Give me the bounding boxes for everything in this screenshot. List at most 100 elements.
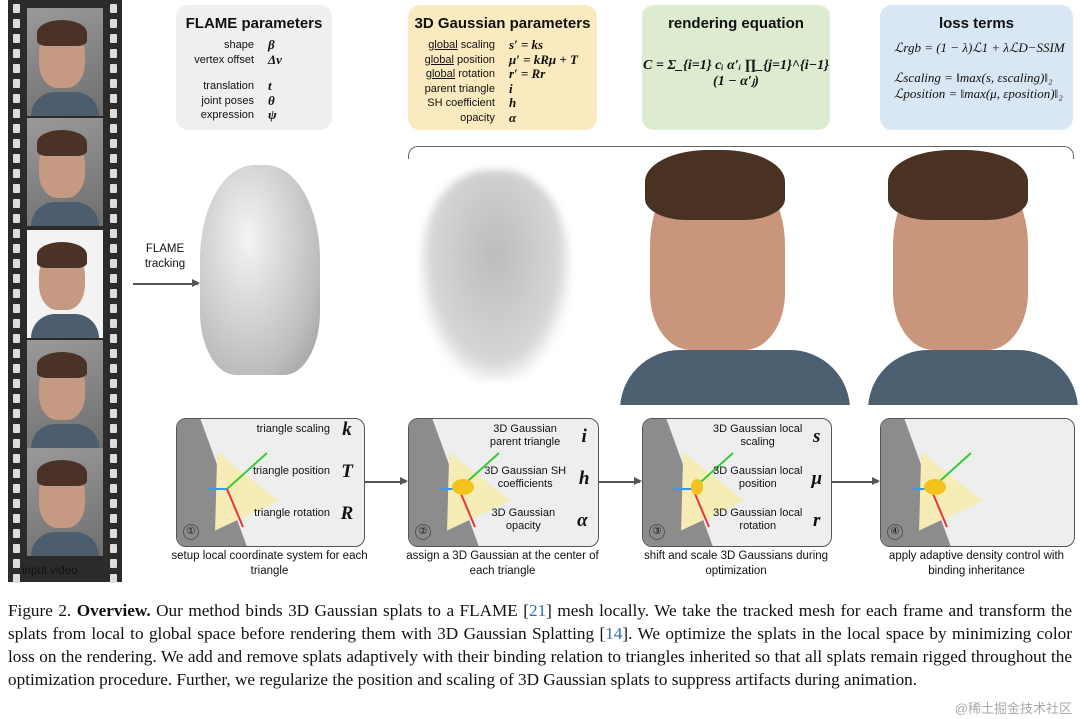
film-sprocket-hole — [110, 469, 117, 478]
axes-icon — [913, 452, 972, 528]
param-symbol: k — [342, 419, 352, 440]
step-number: ② — [415, 524, 431, 540]
film-sprocket-hole — [13, 184, 20, 193]
flame-param-row: joint poses θ — [176, 92, 332, 109]
film-sprocket-hole — [110, 364, 117, 373]
film-sprocket-hole — [110, 574, 117, 583]
film-sprocket-hole — [13, 514, 20, 523]
film-sprocket-hole — [110, 124, 117, 133]
loss-position: ℒposition = ‖max(μ, εposition)‖₂ — [894, 86, 1063, 101]
param-symbol: μ′ = kRμ + T — [508, 51, 578, 67]
panel-param: triangle position T — [246, 461, 356, 482]
param-global: global — [428, 39, 458, 51]
gaussian-param-row: global position μ′ = kRμ + T — [408, 51, 597, 68]
gaussian-initialization-image — [420, 170, 570, 380]
film-sprocket-hole — [13, 289, 20, 298]
film-sprocket-hole — [13, 244, 20, 253]
param-symbol: s — [812, 425, 821, 447]
film-sprocket-hole — [110, 409, 117, 418]
panel-arrow-3 — [832, 478, 880, 484]
param-label: rotation — [455, 68, 495, 80]
loss-rgb: ℒrgb = (1 − λ)ℒ1 + λℒD−SSIM — [894, 40, 1065, 55]
rendered-head-image-2 — [868, 150, 1078, 405]
param-label: scaling — [457, 39, 495, 51]
panel-param: 3D Gaussian local scaling s — [713, 423, 823, 449]
flame-mesh-image — [200, 165, 320, 375]
param-label: 3D Gaussian local position — [713, 465, 803, 490]
param-label: position — [453, 53, 495, 66]
film-sprocket-hole — [13, 94, 20, 103]
param-label: 3D Gaussian local rotation — [713, 507, 803, 532]
figure-number: Figure 2. — [8, 601, 77, 620]
film-sprocket-hole — [110, 154, 117, 163]
citation-link[interactable]: 21 — [528, 601, 547, 620]
film-sprocket-hole — [13, 544, 20, 553]
film-sprocket-hole — [13, 559, 20, 568]
citation-link[interactable]: 14 — [605, 624, 623, 643]
gaussian-param-row: global rotation r′ = Rr — [408, 66, 597, 82]
param-symbol: h — [508, 95, 517, 110]
rendering-equation: C = Σ_{i=1} cᵢ α′ᵢ ∏_{j=1}^{i−1} (1 − α′… — [643, 58, 829, 89]
film-sprocket-hole — [110, 259, 117, 268]
param-symbol: T — [341, 461, 353, 482]
gaussian-param-row: opacity α — [408, 110, 597, 126]
param-label: 3D Gaussian opacity — [491, 507, 556, 532]
gaussian-parameters-box: 3D Gaussian parameters global scaling s′ … — [408, 5, 597, 130]
film-sprocket-hole — [110, 184, 117, 193]
film-sprocket-hole — [110, 424, 117, 433]
panel-param: triangle rotation R — [246, 504, 356, 523]
film-sprocket-hole — [110, 484, 117, 493]
film-sprocket-hole — [110, 319, 117, 328]
film-sprocket-hole — [110, 289, 117, 298]
local-coordinate-panel-4: ④ — [880, 418, 1075, 547]
param-symbol: i — [508, 80, 513, 96]
panel-caption: shift and scale 3D Gaussians during opti… — [643, 550, 829, 577]
panel-arrow-2 — [599, 478, 642, 484]
panel-caption: assign a 3D Gaussian at the center of ea… — [406, 550, 599, 577]
param-symbol: μ — [811, 467, 823, 489]
film-sprocket-hole — [110, 349, 117, 358]
flame-parameters-box: FLAME parameters shape β vertex offset Δv tr… — [176, 5, 332, 130]
param-label: shape — [224, 39, 254, 51]
rendering-equation-box: rendering equation C = Σ_{i=1} cᵢ α′ᵢ ∏_… — [642, 5, 830, 130]
param-symbol: t — [268, 78, 272, 93]
param-symbol: Δv — [268, 51, 282, 67]
film-sprocket-hole — [110, 4, 117, 13]
param-symbol: θ — [268, 92, 275, 108]
param-symbol: r′ = Rr — [508, 66, 546, 81]
rendered-head-image-1 — [620, 150, 850, 405]
param-label: triangle rotation — [254, 507, 330, 519]
param-label: 3D Gaussian local scaling — [713, 423, 803, 448]
panel-param: triangle scaling k — [246, 419, 356, 440]
axes-icon — [675, 452, 734, 528]
film-sprocket-hole — [110, 244, 117, 253]
param-label: opacity — [460, 111, 495, 124]
film-sprocket-hole — [13, 124, 20, 133]
caption-text: ]. We optimize the splats in the local s… — [8, 624, 1072, 689]
video-frame — [27, 8, 103, 116]
gaussian-param-row: global scaling s′ = ks — [408, 37, 597, 53]
param-label — [176, 67, 268, 79]
film-sprocket-hole — [13, 229, 20, 238]
film-sprocket-hole — [110, 109, 117, 118]
video-frame — [27, 118, 103, 226]
film-sprocket-hole — [13, 199, 20, 208]
film-sprocket-hole — [13, 64, 20, 73]
film-sprocket-hole — [13, 574, 20, 583]
film-sprocket-hole — [110, 379, 117, 388]
video-frame — [27, 340, 103, 448]
figure-caption: Figure 2. Overview. Our method binds 3D … — [8, 599, 1072, 691]
film-sprocket-hole — [110, 199, 117, 208]
param-label: triangle position — [252, 465, 330, 477]
param-label: parent triangle — [424, 82, 495, 95]
film-sprocket-hole — [110, 94, 117, 103]
film-sprocket-hole — [13, 364, 20, 373]
film-sprocket-hole — [110, 514, 117, 523]
film-sprocket-hole — [13, 109, 20, 118]
loss-box-title: loss terms — [938, 15, 1015, 32]
film-sprocket-hole — [110, 544, 117, 553]
film-sprocket-hole — [110, 394, 117, 403]
video-frame — [27, 448, 103, 556]
film-sprocket-hole — [13, 34, 20, 43]
